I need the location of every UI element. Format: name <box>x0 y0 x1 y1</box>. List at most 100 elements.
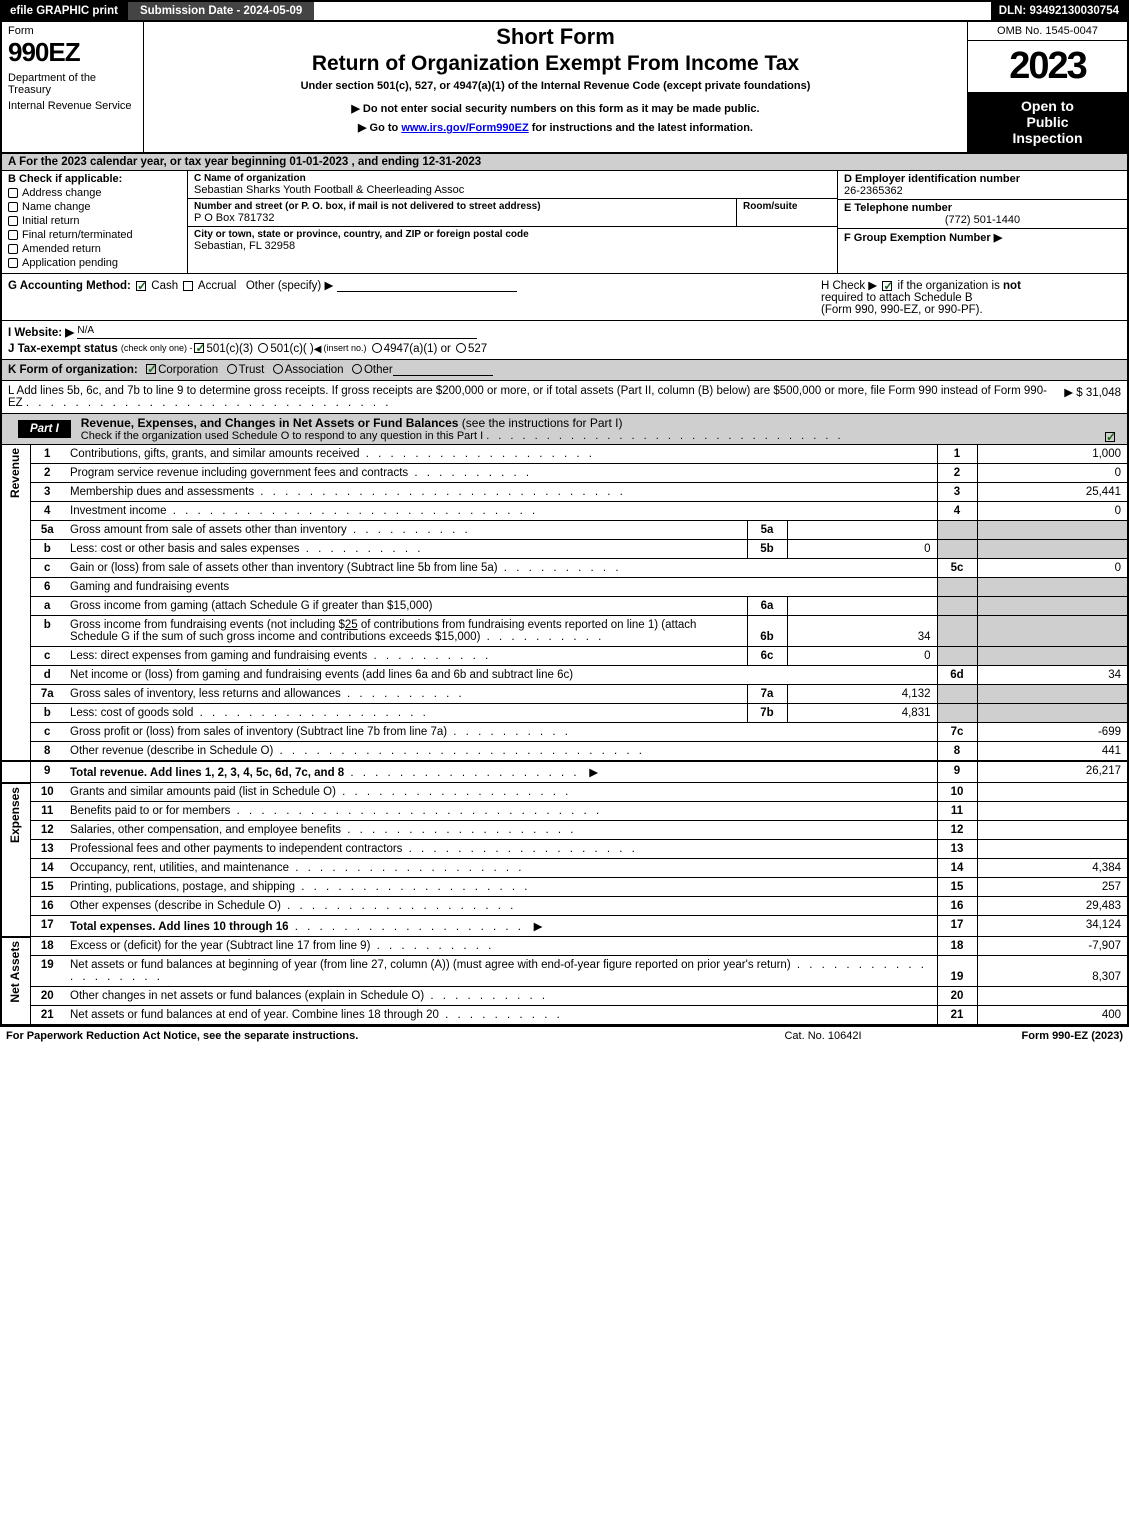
ln-rn: 20 <box>937 987 977 1006</box>
ln-num: 1 <box>30 445 64 464</box>
ln-num: b <box>30 704 64 723</box>
c-room-label: Room/suite <box>743 201 831 212</box>
ln-num: 15 <box>30 878 64 897</box>
part-1-paren: (see the instructions for Part I) <box>462 416 623 430</box>
ln-num: 21 <box>30 1006 64 1025</box>
dln: DLN: 93492130030754 <box>991 2 1127 20</box>
k-other: Other <box>364 364 393 376</box>
ln-desc: Total expenses. Add lines 10 through 16 <box>70 921 289 933</box>
chk-accrual[interactable] <box>183 281 193 291</box>
h-not: not <box>1003 280 1021 292</box>
chk-final-return[interactable]: Final return/terminated <box>8 229 181 241</box>
d-ein-row: D Employer identification number 26-2365… <box>838 171 1127 200</box>
chk-schedule-o[interactable] <box>1105 432 1115 442</box>
ln-val: 441 <box>977 742 1127 762</box>
checkbox-icon[interactable] <box>8 216 18 226</box>
goto-link[interactable]: www.irs.gov/Form990EZ <box>401 122 528 134</box>
other-label: Other (specify) ▶ <box>246 280 333 292</box>
j-4947: 4947(a)(1) or <box>384 343 451 355</box>
line-7a: 7a Gross sales of inventory, less return… <box>2 685 1127 704</box>
mid-section: G Accounting Method: Cash Accrual Other … <box>0 274 1129 414</box>
shade-cell <box>937 616 977 647</box>
checkbox-icon[interactable] <box>8 244 18 254</box>
checkbox-icon[interactable] <box>8 188 18 198</box>
line-3: 3 Membership dues and assessments 3 25,4… <box>2 483 1127 502</box>
line-6c: c Less: direct expenses from gaming and … <box>2 647 1127 666</box>
ln-num: 5a <box>30 521 64 540</box>
line-7c: c Gross profit or (loss) from sales of i… <box>2 723 1127 742</box>
ln-val: -7,907 <box>977 937 1127 956</box>
line-10: Expenses 10 Grants and similar amounts p… <box>2 783 1127 802</box>
checkbox-icon[interactable] <box>8 258 18 268</box>
j-tax-exempt-row: J Tax-exempt status (check only one) - 5… <box>2 339 1127 360</box>
checkbox-icon[interactable] <box>8 230 18 240</box>
efile-print[interactable]: efile GRAPHIC print <box>2 2 126 20</box>
other-blank[interactable] <box>337 291 517 292</box>
chk-name-change[interactable]: Name change <box>8 201 181 213</box>
rad-other[interactable] <box>352 364 362 374</box>
ln-num: 12 <box>30 821 64 840</box>
chk-initial-return[interactable]: Initial return <box>8 215 181 227</box>
ln-num: 6 <box>30 578 64 597</box>
ln-rn: 7c <box>937 723 977 742</box>
ln-val: 26,217 <box>977 761 1127 783</box>
ln-val: 400 <box>977 1006 1127 1025</box>
chk-address-change[interactable]: Address change <box>8 187 181 199</box>
ln-desc: Net assets or fund balances at beginning… <box>70 959 791 971</box>
ln-num: 7a <box>30 685 64 704</box>
ln-desc: Benefits paid to or for members <box>70 805 230 817</box>
rad-527[interactable] <box>456 343 466 353</box>
line-4: 4 Investment income 4 0 <box>2 502 1127 521</box>
g-h-row: G Accounting Method: Cash Accrual Other … <box>2 274 1127 321</box>
ln-desc: Other changes in net assets or fund bala… <box>70 990 424 1002</box>
dots-icon <box>336 786 571 798</box>
rad-501c[interactable] <box>258 343 268 353</box>
ln-num: 9 <box>30 761 64 783</box>
k-form-org-row: K Form of organization: Corporation Trus… <box>2 360 1127 381</box>
sub-val: 0 <box>787 647 937 666</box>
rad-association[interactable] <box>273 364 283 374</box>
dots-icon <box>289 921 524 933</box>
phone-value: (772) 501-1440 <box>844 214 1121 226</box>
chk-amended-return[interactable]: Amended return <box>8 243 181 255</box>
ln-val: 257 <box>977 878 1127 897</box>
ln-val <box>977 783 1127 802</box>
l-amount: ▶ $ 31,048 <box>1054 385 1121 409</box>
chk-h[interactable] <box>882 281 892 291</box>
chk-application-pending[interactable]: Application pending <box>8 257 181 269</box>
line-1: Revenue 1 Contributions, gifts, grants, … <box>2 445 1127 464</box>
line-8: 8 Other revenue (describe in Schedule O)… <box>2 742 1127 762</box>
f-group-row: F Group Exemption Number ▶ <box>838 229 1127 246</box>
ln-desc: Other revenue (describe in Schedule O) <box>70 745 273 757</box>
checkbox-icon[interactable] <box>8 202 18 212</box>
ln-desc: Gross income from fundraising events (no… <box>70 619 345 631</box>
sub-val: 34 <box>787 616 937 647</box>
chk-501c3[interactable] <box>194 343 204 353</box>
cat-no: Cat. No. 10642I <box>723 1030 923 1042</box>
k-other-blank[interactable] <box>393 364 493 376</box>
ln-num: 19 <box>30 956 64 987</box>
ln-val: 29,483 <box>977 897 1127 916</box>
section-a-tax-year: A For the 2023 calendar year, or tax yea… <box>0 154 1129 171</box>
j-insert: (insert no.) <box>323 343 366 355</box>
ln-desc: Net income or (loss) from gaming and fun… <box>64 666 937 685</box>
ln-desc: Gross income from gaming (attach Schedul… <box>64 597 747 616</box>
shade-cell <box>937 685 977 704</box>
chk-cash[interactable] <box>136 281 146 291</box>
website-value: N/A <box>77 325 477 339</box>
rad-trust[interactable] <box>227 364 237 374</box>
h-pre: H Check ▶ <box>821 280 880 292</box>
shade-cell <box>937 647 977 666</box>
submission-date: Submission Date - 2024-05-09 <box>126 2 314 20</box>
shade-cell <box>937 540 977 559</box>
line-21: 21 Net assets or fund balances at end of… <box>2 1006 1127 1025</box>
ln-num: d <box>30 666 64 685</box>
ln-desc: Grants and similar amounts paid (list in… <box>70 786 336 798</box>
shade-cell <box>977 704 1127 723</box>
dots-icon <box>439 1009 563 1021</box>
ln-rn: 2 <box>937 464 977 483</box>
accrual-label: Accrual <box>198 280 236 292</box>
chk-corporation[interactable] <box>146 364 156 374</box>
rad-4947[interactable] <box>372 343 382 353</box>
ln-rn: 13 <box>937 840 977 859</box>
